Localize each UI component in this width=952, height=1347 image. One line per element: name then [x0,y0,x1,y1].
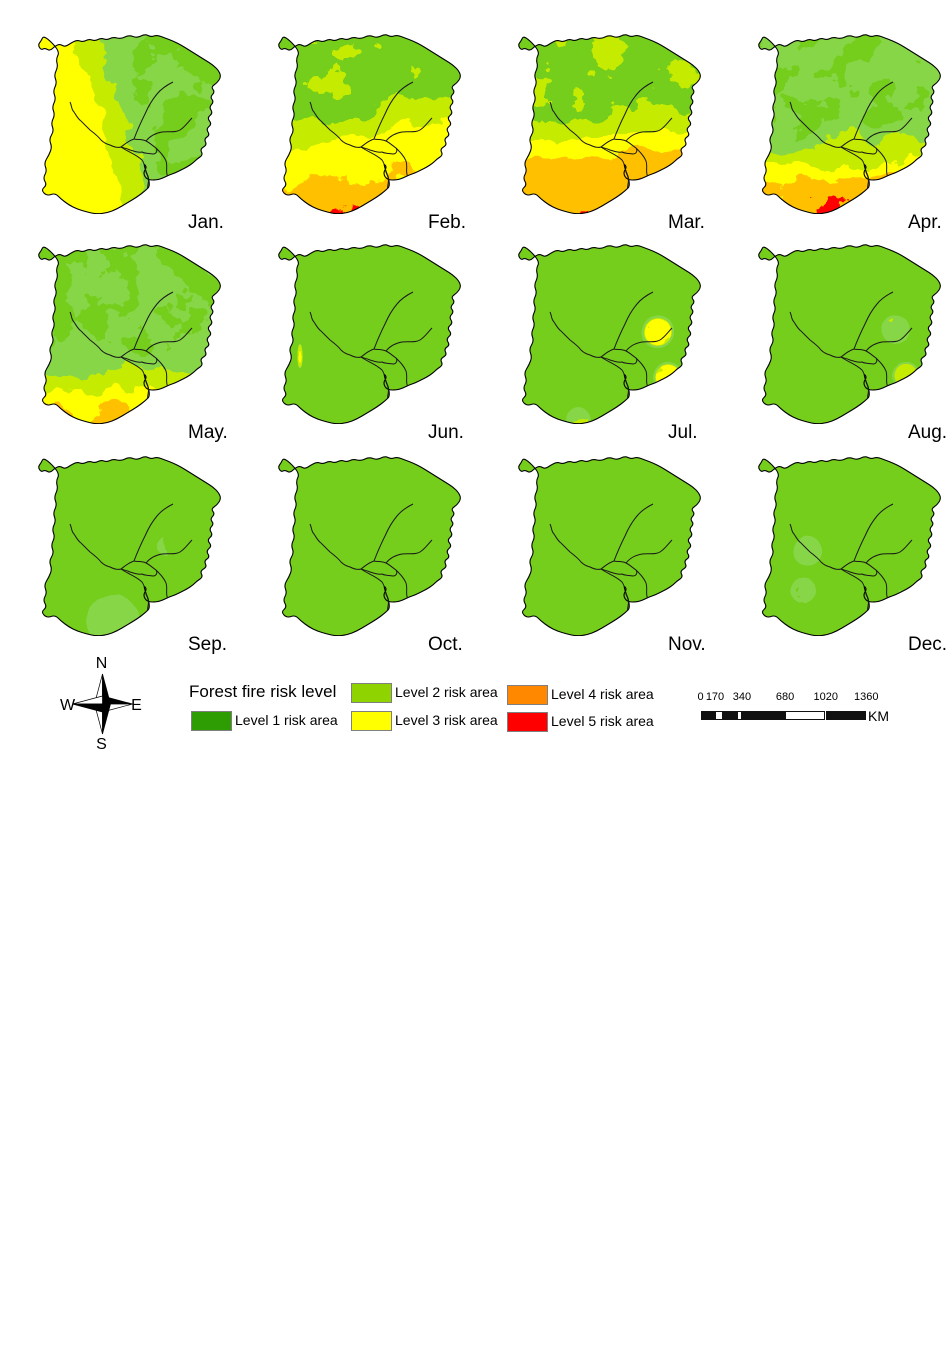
svg-text:N: N [96,655,108,672]
svg-text:W: W [60,697,76,714]
svg-text:S: S [96,736,107,753]
svg-text:E: E [131,697,142,714]
